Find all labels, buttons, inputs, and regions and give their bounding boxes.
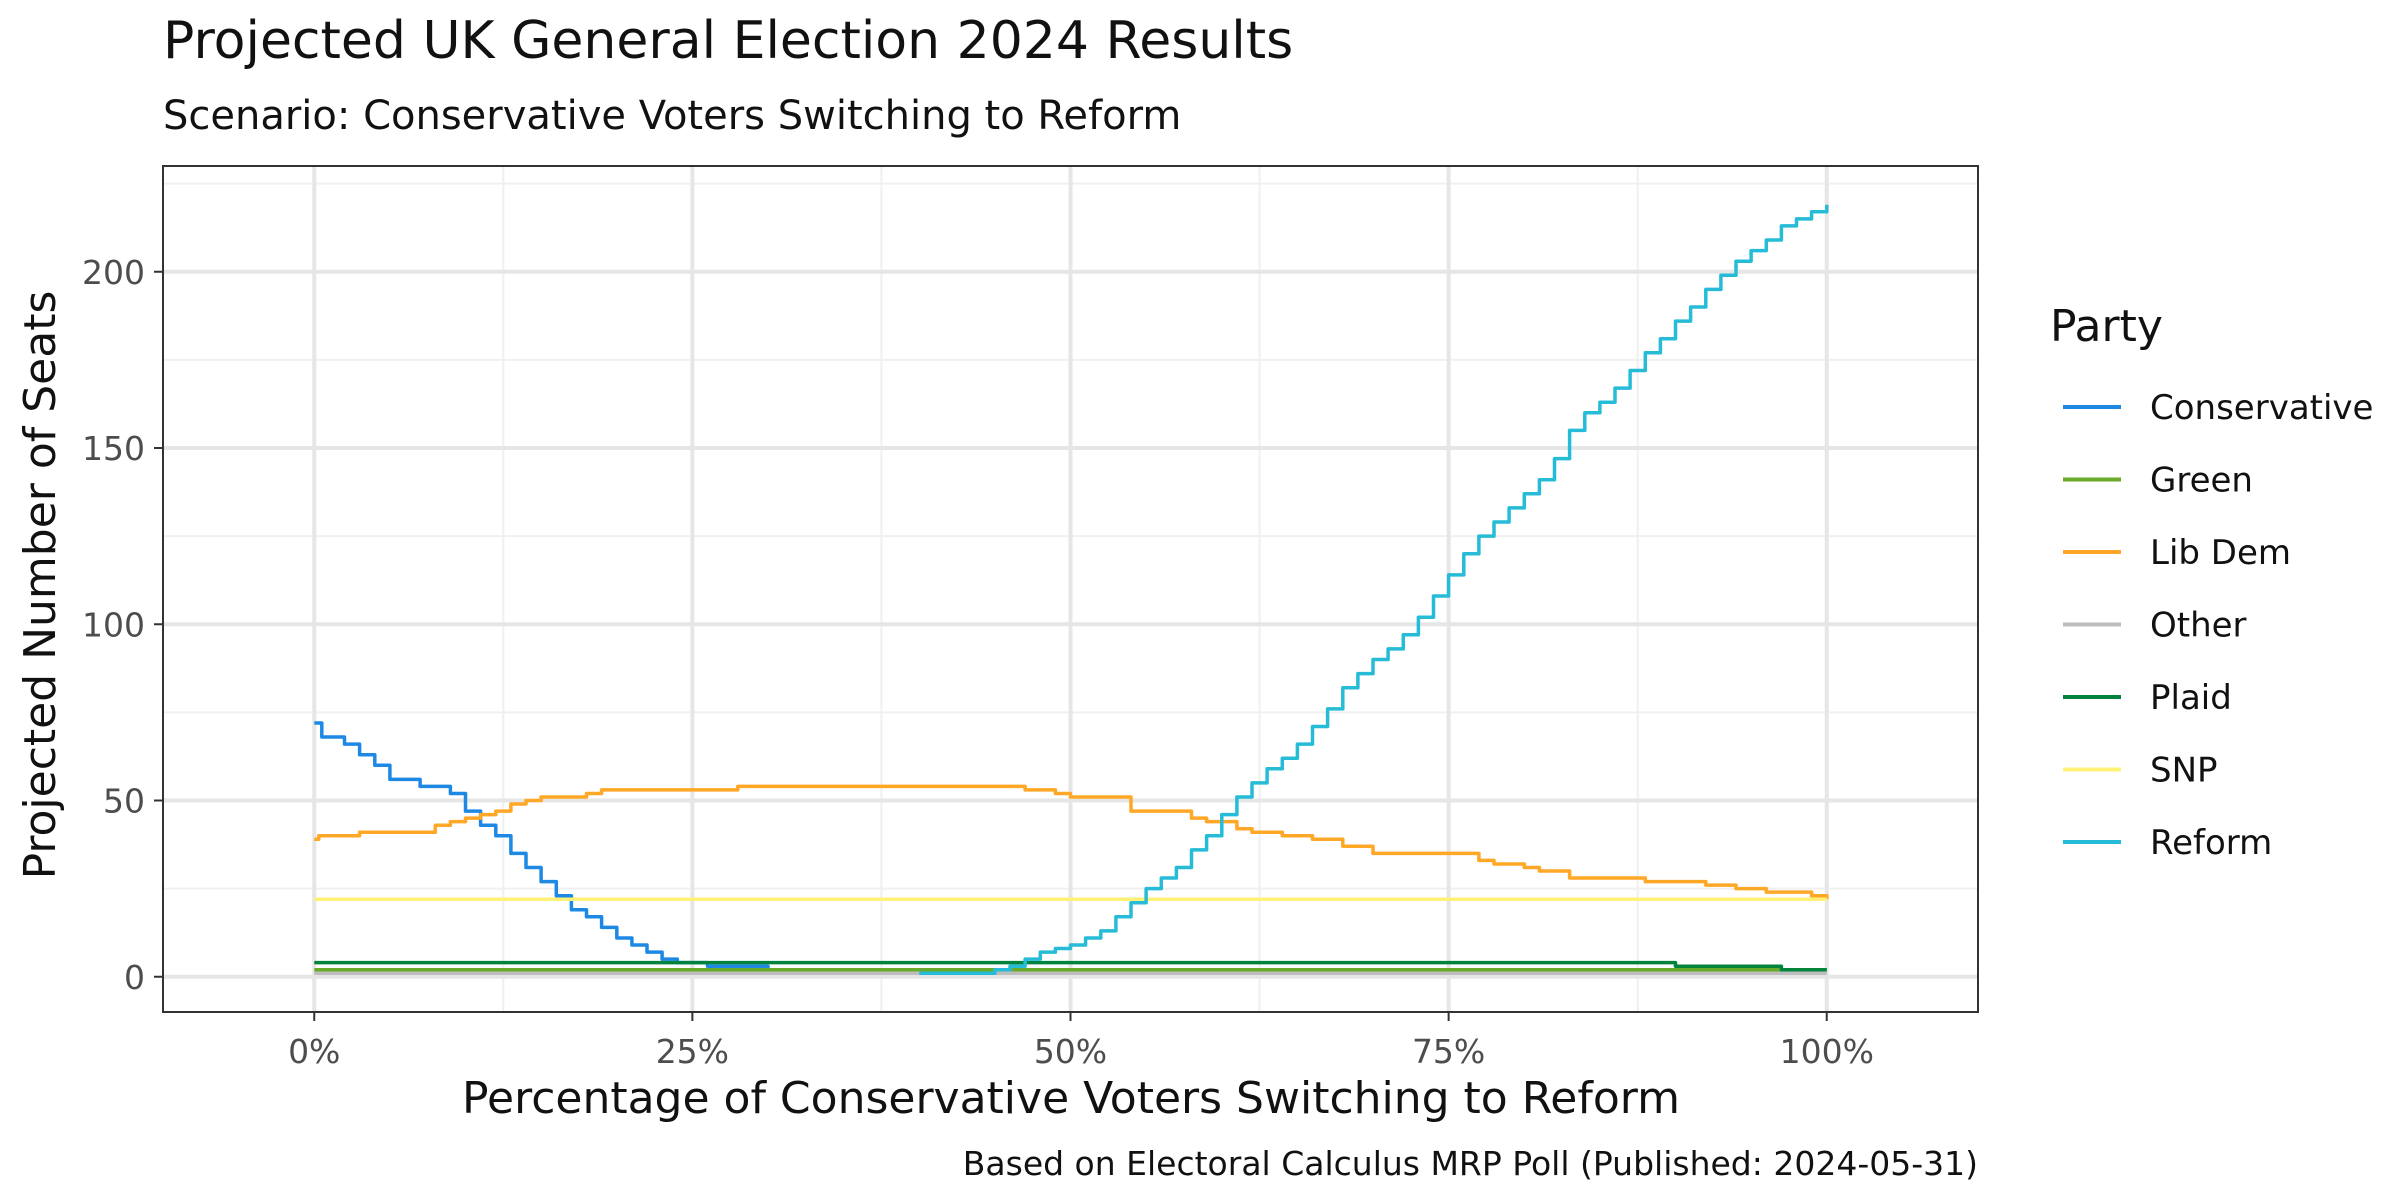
series-lines bbox=[314, 204, 1829, 975]
x-tick-label: 50% bbox=[1034, 1032, 1107, 1071]
series-line-plaid bbox=[314, 960, 1827, 972]
y-axis-label: Projected Number of Seats bbox=[15, 291, 66, 880]
x-axis-label: Percentage of Conservative Voters Switch… bbox=[462, 1073, 1680, 1124]
y-tick-label: 150 bbox=[82, 429, 145, 468]
legend-label-reform: Reform bbox=[2150, 823, 2272, 863]
legend-label-green: Green bbox=[2150, 461, 2253, 501]
legend-label-snp: SNP bbox=[2150, 751, 2218, 791]
x-axis: 0% 25% 50% 75% 100% bbox=[288, 1012, 1874, 1071]
x-tick-label: 100% bbox=[1780, 1032, 1874, 1071]
x-tick-label: 75% bbox=[1412, 1032, 1485, 1071]
chart-subtitle: Scenario: Conservative Voters Switching … bbox=[163, 93, 1181, 139]
series-line-lib-dem bbox=[314, 784, 1829, 900]
legend-label-plaid: Plaid bbox=[2150, 678, 2232, 718]
y-tick-label: 200 bbox=[82, 253, 145, 292]
x-tick-label: 25% bbox=[656, 1032, 729, 1071]
chart-caption: Based on Electoral Calculus MRP Poll (Pu… bbox=[963, 1144, 1978, 1183]
legend-label-conservative: Conservative bbox=[2150, 388, 2373, 428]
legend-label-other: Other bbox=[2150, 606, 2247, 646]
legend: Party Conservative Green Lib Dem Other Plaid… bbox=[2050, 301, 2373, 863]
chart-title: Projected UK General Election 2024 Resul… bbox=[163, 11, 1293, 71]
series-line-conservative bbox=[314, 721, 844, 972]
y-tick-label: 100 bbox=[82, 605, 145, 644]
y-tick-label: 50 bbox=[103, 782, 145, 821]
y-axis: 0 50 100 150 200 bbox=[82, 253, 163, 997]
y-tick-label: 0 bbox=[124, 958, 145, 997]
series-line-reform bbox=[919, 204, 1829, 975]
x-tick-label: 0% bbox=[288, 1032, 340, 1071]
legend-label-lib-dem: Lib Dem bbox=[2150, 533, 2291, 573]
legend-title: Party bbox=[2050, 301, 2163, 352]
